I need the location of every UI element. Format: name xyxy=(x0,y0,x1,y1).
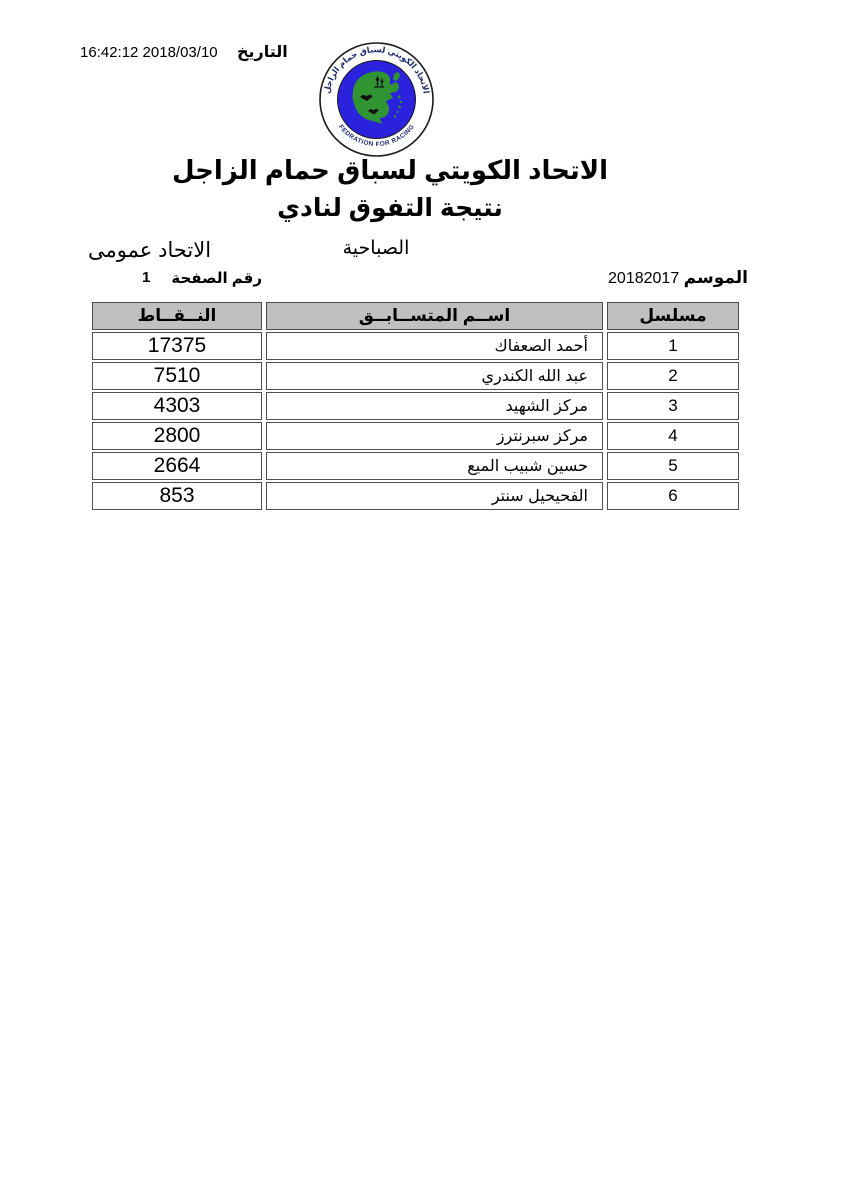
table-row: 5 حسين شبيب الميع 2664 xyxy=(92,452,739,480)
table-row: 3 مركز الشهيد 4303 xyxy=(92,392,739,420)
column-header-points: النــقــاط xyxy=(92,302,262,330)
season-line: الموسم 20182017 xyxy=(608,268,748,288)
results-table: مسلسل اســم المتســابــق النــقــاط 1 أح… xyxy=(88,300,743,512)
header-row: مسلسل اســم المتســابــق النــقــاط xyxy=(92,302,739,330)
name-cell: الفحيحيل سنتر xyxy=(266,482,603,510)
page-number-label: رقم الصفحة xyxy=(171,270,262,287)
datetime-value: 16:42:12 2018/03/10 xyxy=(80,44,218,61)
table-row: 6 الفحيحيل سنتر 853 xyxy=(92,482,739,510)
serial-cell: 2 xyxy=(607,362,739,390)
serial-cell: 5 xyxy=(607,452,739,480)
federation-scope: الاتحاد عمومى xyxy=(88,239,212,262)
pigeon-icon xyxy=(368,109,379,115)
federation-logo: الاتحاد الكويتي لسباق حمام الزاجل KUWAIT… xyxy=(315,36,435,158)
page-number-value: 1 xyxy=(142,269,151,286)
table-row: 1 أحمد الصعفاك 17375 xyxy=(92,332,739,360)
serial-cell: 3 xyxy=(607,392,739,420)
season-label: الموسم xyxy=(683,268,748,287)
report-subtitle: نتيجة التفوق لنادي xyxy=(277,194,503,222)
table-row: 2 عبد الله الكندري 7510 xyxy=(92,362,739,390)
name-cell: حسين شبيب الميع xyxy=(266,452,603,480)
name-cell: عبد الله الكندري xyxy=(266,362,603,390)
club-name: الصباحية xyxy=(342,238,410,259)
page-number-line: رقم الصفحة 1 xyxy=(142,269,262,287)
name-cell: مركز الشهيد xyxy=(266,392,603,420)
serial-cell: 1 xyxy=(607,332,739,360)
results-table-body: 1 أحمد الصعفاك 17375 2 عبد الله الكندري … xyxy=(92,332,739,510)
island-shape xyxy=(393,72,400,81)
points-cell: 17375 xyxy=(92,332,262,360)
kuwait-towers-icon xyxy=(374,76,384,88)
points-cell: 853 xyxy=(92,482,262,510)
points-cell: 7510 xyxy=(92,362,262,390)
points-cell: 4303 xyxy=(92,392,262,420)
serial-cell: 6 xyxy=(607,482,739,510)
island-dots xyxy=(393,95,403,118)
serial-cell: 4 xyxy=(607,422,739,450)
kuwait-map-shape xyxy=(352,71,399,124)
date-label: التاريخ xyxy=(237,44,288,61)
name-cell: أحمد الصعفاك xyxy=(266,332,603,360)
results-table-header: مسلسل اســم المتســابــق النــقــاط xyxy=(92,302,739,330)
column-header-serial: مسلسل xyxy=(607,302,739,330)
table-row: 4 مركز سبرنترز 2800 xyxy=(92,422,739,450)
column-header-name: اســم المتســابــق xyxy=(266,302,603,330)
points-cell: 2800 xyxy=(92,422,262,450)
season-value: 20182017 xyxy=(608,270,680,287)
federation-logo-graphic: الاتحاد الكويتي لسباق حمام الزاجل KUWAIT… xyxy=(315,36,434,157)
points-cell: 2664 xyxy=(92,452,262,480)
pigeon-icon xyxy=(360,94,373,101)
name-cell: مركز سبرنترز xyxy=(266,422,603,450)
report-title: الاتحاد الكويتي لسباق حمام الزاجل xyxy=(171,155,609,185)
